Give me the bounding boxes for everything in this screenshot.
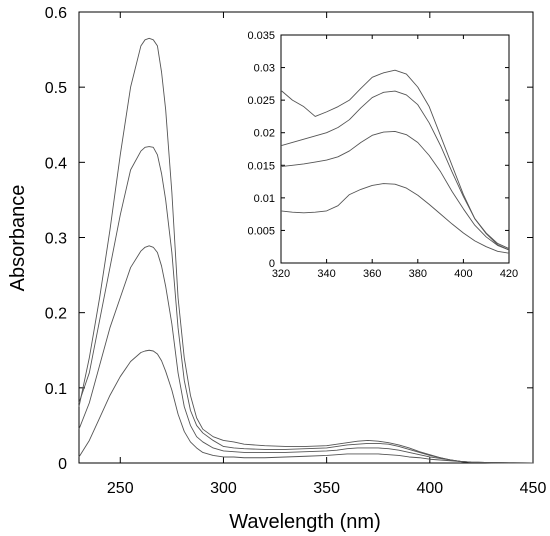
main-y-tick-label: 0.3 — [45, 231, 67, 248]
inset-series-line-4 — [280, 183, 510, 254]
inset-series-line-2 — [280, 90, 510, 250]
main-y-tick-label: 0 — [58, 456, 67, 473]
inset-series-line-3 — [280, 130, 510, 251]
main-y-tick-label: 0.4 — [45, 155, 67, 172]
main-y-tick-label: 0.1 — [45, 381, 67, 398]
inset-x-tick-label: 380 — [409, 268, 427, 280]
inset-y-tick-label: 0.035 — [247, 30, 275, 42]
main-x-tick-label: 350 — [313, 480, 340, 497]
main-x-tick-label: 400 — [416, 480, 443, 497]
inset-x-tick-label: 320 — [272, 268, 290, 280]
inset-x-tick-label: 360 — [363, 268, 381, 280]
inset-y-tick-label: 0.01 — [254, 193, 275, 205]
main-chart: 250 300 350 400 450 0 0.1 0.2 0.3 0.4 0.5 0.6 — [45, 5, 547, 497]
inset-y-tick-label: 0.03 — [254, 63, 275, 75]
inset-y-tick-label: 0.02 — [254, 128, 275, 140]
main-series-line-3 — [78, 245, 534, 464]
inset-y-tick-label: 0 — [269, 258, 275, 270]
inset-x-tick-label: 340 — [317, 268, 335, 280]
main-x-tick-label: 300 — [210, 480, 237, 497]
main-plot-frame — [78, 11, 534, 464]
main-series-line-1 — [78, 37, 534, 464]
main-x-tick-label: 450 — [520, 480, 547, 497]
x-axis-title: Wavelength (nm) — [229, 511, 381, 533]
inset-series-line-1 — [280, 69, 510, 251]
inset-y-tick-label: 0.025 — [247, 95, 275, 107]
inset-plot-frame — [280, 34, 510, 264]
main-series-line-4 — [78, 349, 534, 464]
y-axis-title: Absorbance — [7, 185, 29, 292]
inset-y-tick-label: 0.005 — [247, 225, 275, 237]
main-x-tick-label: 250 — [107, 480, 134, 497]
inset-chart: 320 340 360 380 400 420 0 0.005 0.01 0.015 0.02 0.0… — [247, 30, 518, 280]
inset-y-tick-label: 0.015 — [247, 160, 275, 172]
inset-x-tick-label: 420 — [500, 268, 518, 280]
inset-x-tick-label: 400 — [454, 268, 472, 280]
main-y-tick-label: 0.2 — [45, 306, 67, 323]
main-y-tick-label: 0.6 — [45, 5, 67, 22]
main-y-tick-label: 0.5 — [45, 80, 67, 97]
main-series-line-2 — [78, 146, 534, 464]
